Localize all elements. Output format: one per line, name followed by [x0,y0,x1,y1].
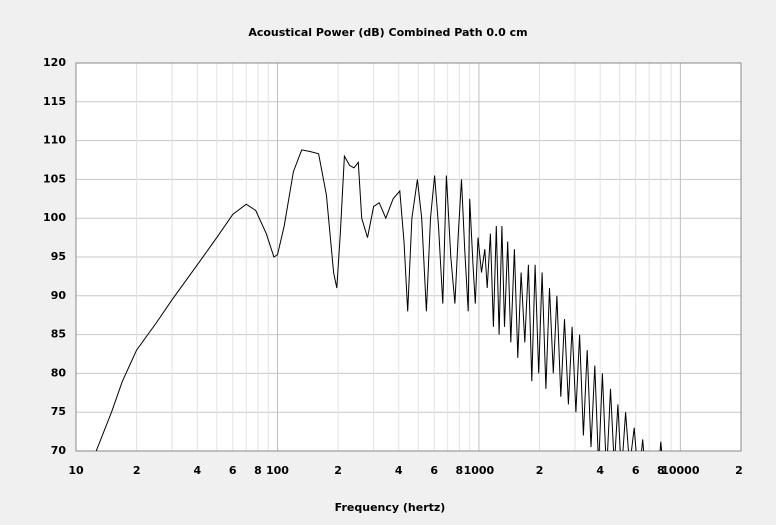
y-tick-label: 100 [43,211,66,224]
y-tick-label: 90 [51,289,67,302]
data-line [95,149,663,451]
y-tick-label: 115 [43,95,66,108]
x-tick-label: 8 [456,464,464,477]
x-tick-label: 2 [735,464,743,477]
x-tick-label: 10000 [661,464,700,477]
y-tick-label: 120 [43,56,66,69]
x-tick-label: 4 [596,464,604,477]
plot-frame [75,62,742,452]
x-tick-label: 4 [395,464,403,477]
x-tick-label: 8 [657,464,665,477]
x-tick-label: 4 [193,464,201,477]
x-tick-label: 2 [133,464,141,477]
x-tick-label: 1000 [464,464,495,477]
x-tick-label: 2 [334,464,342,477]
y-tick-label: 80 [51,366,67,379]
y-tick-label: 105 [43,172,66,185]
x-tick-label: 2 [536,464,544,477]
x-tick-label: 8 [254,464,262,477]
y-tick-label: 85 [51,328,66,341]
x-tick-label: 6 [229,464,237,477]
y-tick-label: 75 [51,405,66,418]
y-tick-label: 95 [51,250,66,263]
x-tick-label: 6 [430,464,438,477]
chart-title: Acoustical Power (dB) Combined Path 0.0 … [248,26,527,39]
x-tick-label: 100 [266,464,289,477]
x-tick-label: 6 [632,464,640,477]
x-tick-label: 10 [68,464,84,477]
y-tick-label: 70 [51,444,67,457]
x-axis-label: Frequency (hertz) [335,501,446,514]
y-tick-label: 110 [43,134,66,147]
